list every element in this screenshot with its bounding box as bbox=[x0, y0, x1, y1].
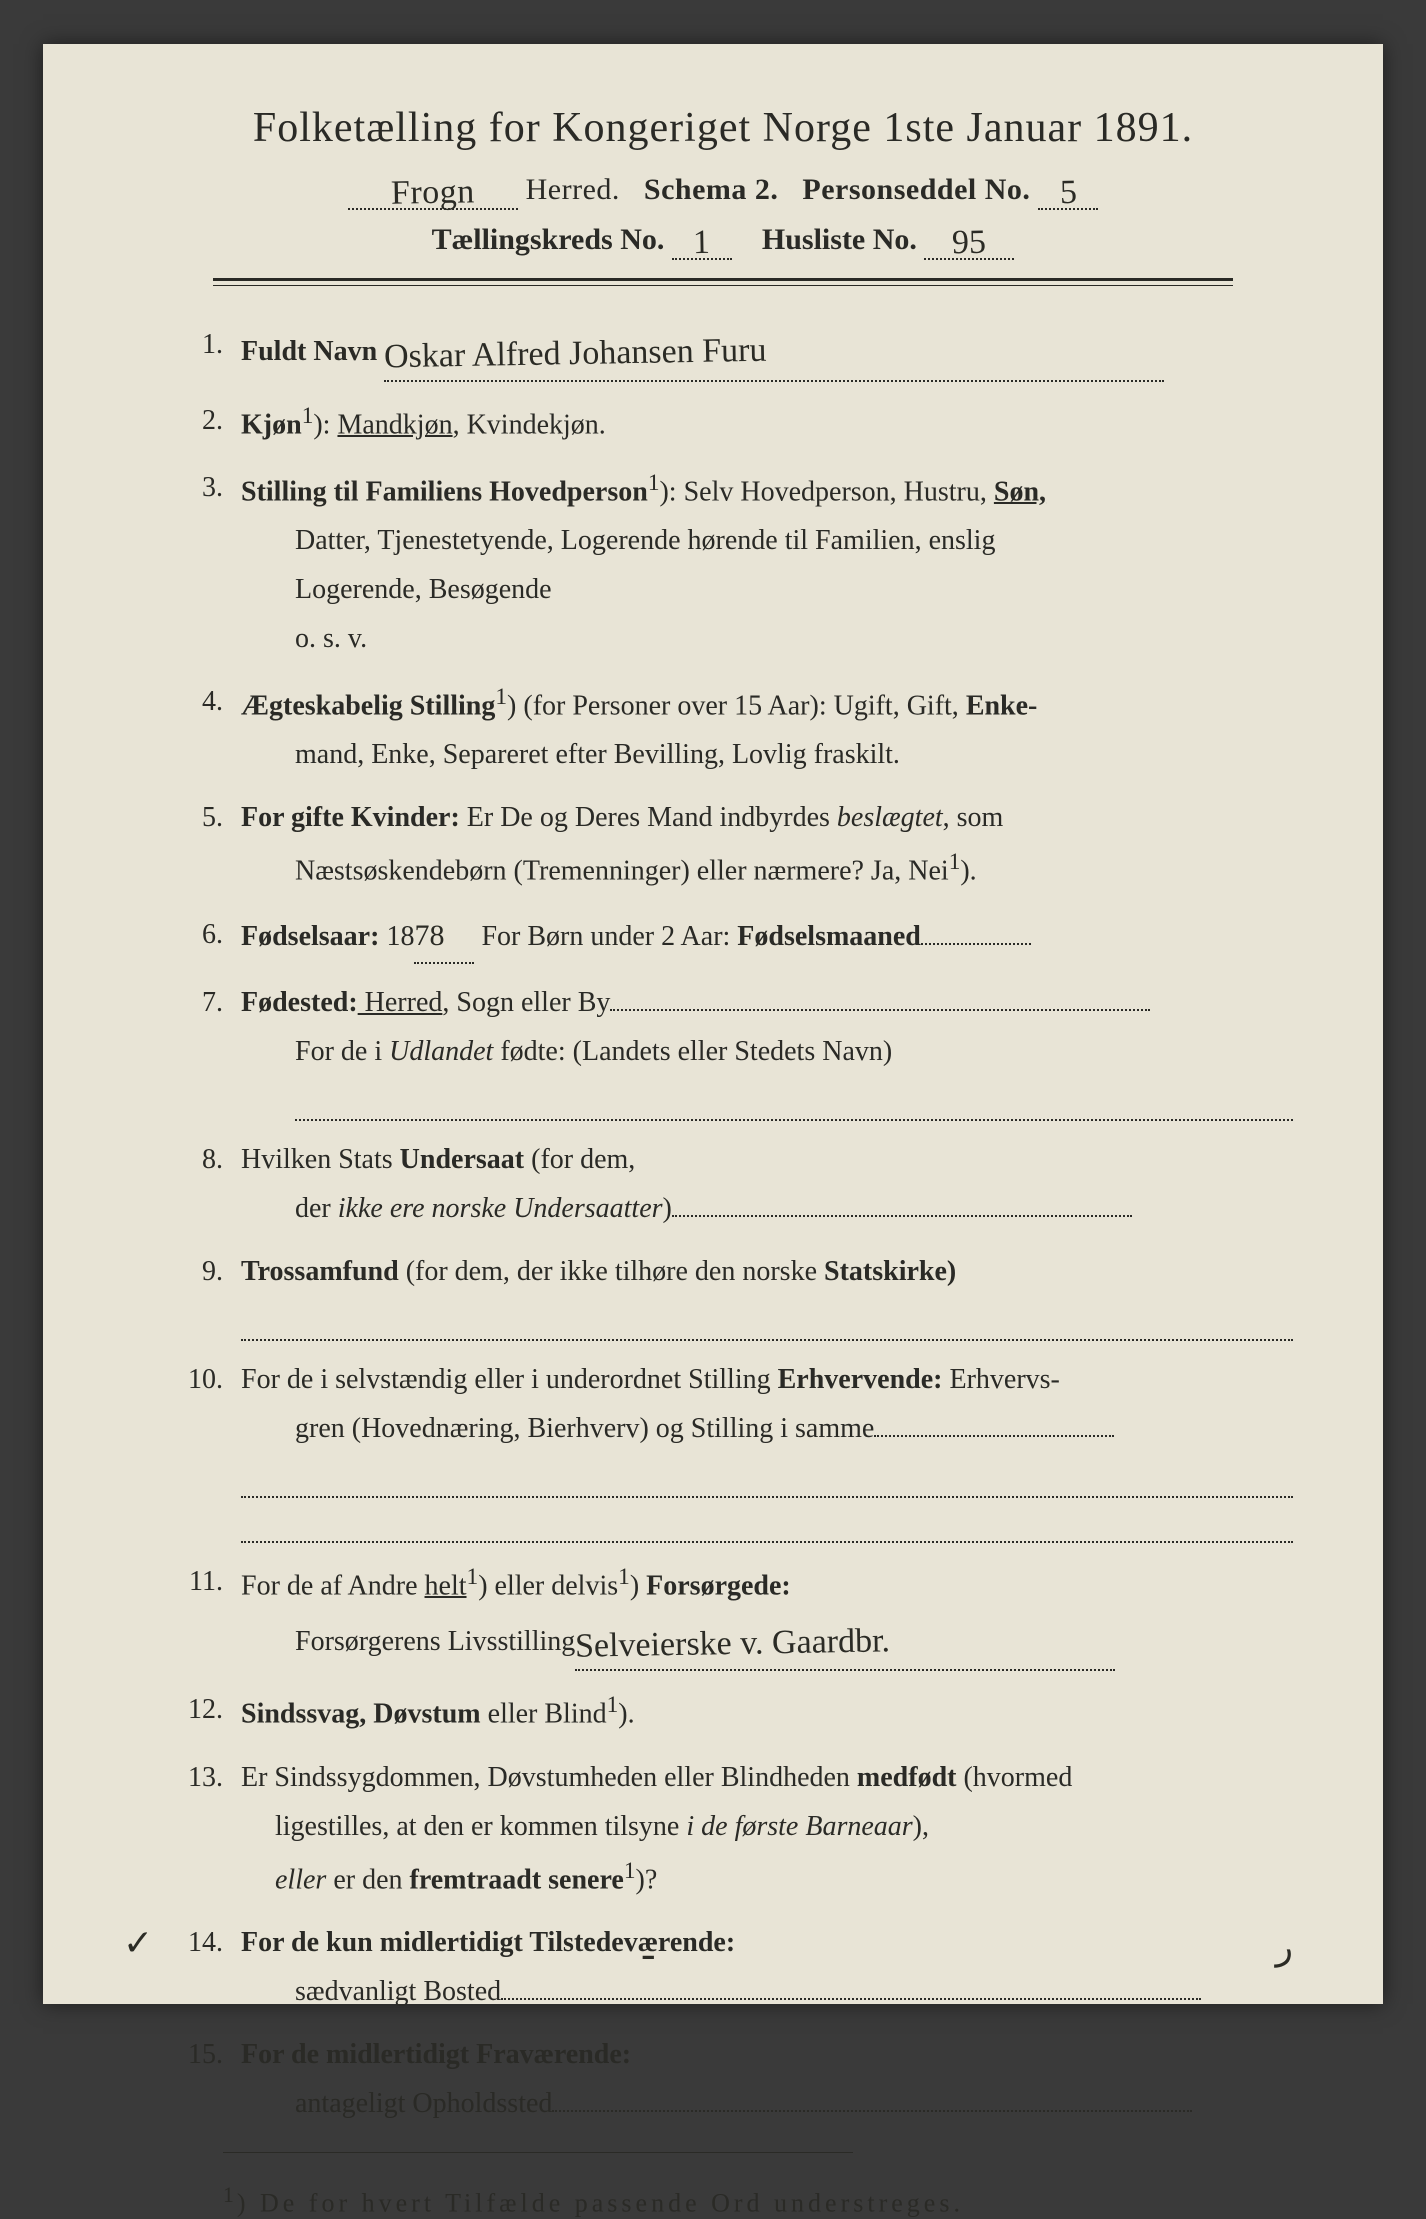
item-14: 14. For de kun midlertidigt Tilstedevære… bbox=[173, 1918, 1293, 2016]
header-line-1: Frogn Herred. Schema 2. Personseddel No.… bbox=[153, 170, 1293, 210]
person-no-field: 5 bbox=[1038, 170, 1098, 210]
stray-mark-right: ﺭ bbox=[1276, 1926, 1293, 1968]
item-13: 13. Er Sindssygdommen, Døvstumheden elle… bbox=[173, 1753, 1293, 1904]
stray-mark-mid: ـ bbox=[643, 1926, 654, 1968]
name-field: Oskar Alfred Johansen Furu bbox=[384, 320, 1164, 382]
item-3: 3. Stilling til Familiens Hovedperson1):… bbox=[173, 463, 1293, 663]
item-15: 15. For de midlertidigt Fraværende: anta… bbox=[173, 2030, 1293, 2128]
item-6: 6. Fødselsaar: 1878 For Børn under 2 Aar… bbox=[173, 910, 1293, 965]
birthyear-field: 78 bbox=[414, 910, 474, 965]
census-form-page: Folketælling for Kongeriget Norge 1ste J… bbox=[43, 44, 1383, 2004]
item-11: 11. For de af Andre helt1) eller delvis1… bbox=[173, 1557, 1293, 1672]
footnote: 1) De for hvert Tilfælde passende Ord un… bbox=[153, 2183, 1293, 2219]
divider-thick bbox=[213, 278, 1233, 281]
item-1: 1. Fuldt Navn Oskar Alfred Johansen Furu bbox=[173, 320, 1293, 382]
item-8: 8. Hvilken Stats Undersaat (for dem, der… bbox=[173, 1135, 1293, 1233]
stray-mark-left: ✓ bbox=[123, 1922, 153, 1964]
kreds-no-field: 1 bbox=[672, 220, 732, 260]
header-line-2: Tællingskreds No. 1 Husliste No. 95 bbox=[153, 220, 1293, 260]
item-12: 12. Sindssvag, Døvstum eller Blind1). bbox=[173, 1685, 1293, 1738]
form-items: 1. Fuldt Navn Oskar Alfred Johansen Furu… bbox=[153, 320, 1293, 2128]
item-9: 9. Trossamfund (for dem, der ikke tilhør… bbox=[173, 1247, 1293, 1341]
form-title: Folketælling for Kongeriget Norge 1ste J… bbox=[153, 104, 1293, 152]
item-2: 2. Kjøn1): Mandkjøn, Kvindekjøn. bbox=[173, 396, 1293, 449]
form-header: Folketælling for Kongeriget Norge 1ste J… bbox=[153, 104, 1293, 260]
divider-thin bbox=[213, 285, 1233, 286]
item-4: 4. Ægteskabelig Stilling1) (for Personer… bbox=[173, 677, 1293, 779]
item-7: 7. Fødested: Herred, Sogn eller By For d… bbox=[173, 978, 1293, 1121]
item-10: 10. For de i selvstændig eller i underor… bbox=[173, 1355, 1293, 1543]
provider-field: Selveierske v. Gaardbr. bbox=[575, 1610, 1115, 1672]
husliste-no-field: 95 bbox=[924, 220, 1014, 260]
footnote-divider bbox=[223, 2152, 853, 2153]
item-5: 5. For gifte Kvinder: Er De og Deres Man… bbox=[173, 793, 1293, 895]
herred-field: Frogn bbox=[348, 170, 518, 210]
